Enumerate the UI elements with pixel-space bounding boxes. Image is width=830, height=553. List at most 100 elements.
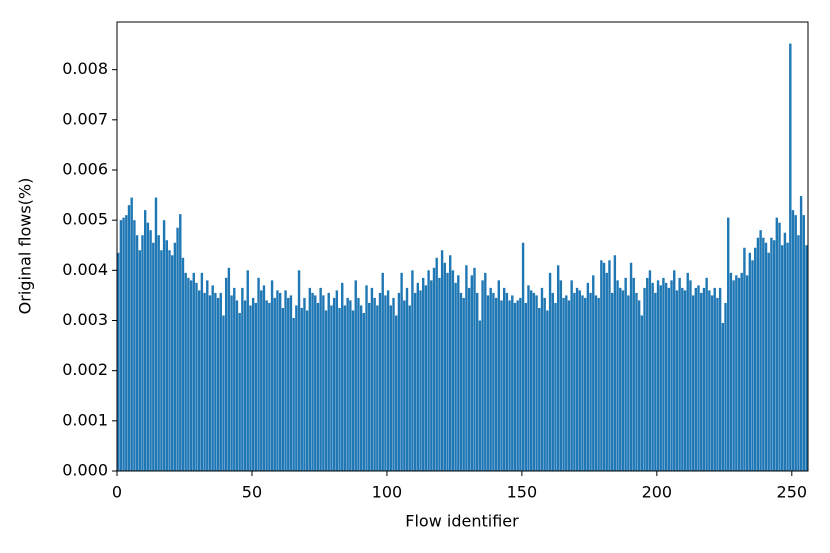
bar [443,262,447,471]
bar [475,292,479,471]
bar [794,215,797,471]
bar [592,275,595,471]
bar [203,292,206,471]
bar [791,210,795,472]
bar [683,290,687,471]
bar [640,315,644,471]
bar [702,287,706,471]
bar [373,297,376,471]
bar [659,285,662,471]
bar [332,297,336,471]
bar [368,302,371,471]
y-tick-label: 0.005 [62,210,108,229]
bar [122,217,125,471]
bar [678,277,681,471]
bar [600,260,603,471]
bar [735,275,738,471]
bar [446,272,449,471]
bar [664,282,668,471]
bar [764,242,768,471]
bar [197,290,201,471]
bar [268,302,271,471]
x-axis-label: Flow identifier [405,512,519,531]
bar [208,295,212,471]
bar [165,240,168,471]
bar [519,297,522,471]
bar [745,275,749,471]
bar [278,292,282,471]
bar [492,292,495,471]
bar [778,222,781,471]
bar [799,196,803,472]
bar [365,285,368,471]
y-tick-label: 0.006 [62,159,108,178]
bar [211,285,214,471]
bar [705,277,708,471]
bar [594,295,598,471]
bar [508,300,511,471]
bar [548,272,552,471]
x-tick-label: 100 [372,483,403,502]
bar [532,292,536,471]
bar [673,270,676,471]
bar [524,302,527,471]
bar [489,287,492,471]
bar [319,287,322,471]
bar [473,267,476,471]
bar [251,297,255,471]
bar [435,257,438,471]
bar [411,270,414,471]
bar [430,280,433,471]
bar [289,295,293,471]
bar [637,300,641,471]
x-tick-label: 250 [777,483,808,502]
bar [413,292,417,471]
bar [214,292,217,471]
bar [484,272,487,471]
bar [481,280,484,471]
bar [721,323,725,471]
bar [454,282,457,471]
bar [330,305,333,471]
bar [408,305,411,471]
bar [125,215,128,471]
bar [351,310,355,471]
bar [656,280,660,471]
bar [262,285,266,471]
bar [462,297,465,471]
bar [254,302,258,471]
bar [451,270,455,471]
bar [322,295,325,471]
bar [513,302,517,471]
bar [233,287,236,471]
bar [616,280,619,471]
bar [729,272,733,471]
bar [619,287,622,471]
bar [756,237,760,471]
bar [206,280,209,471]
bar [354,280,357,471]
bar [740,272,743,471]
bar [149,230,152,471]
bar [767,252,770,471]
bar [281,307,285,471]
bar [651,282,654,471]
y-tick-label: 0.008 [62,59,108,78]
bar [395,315,398,471]
bar [300,307,303,471]
bar [621,290,625,471]
bar [422,277,425,471]
bar [751,260,754,471]
bar [403,300,406,471]
bar [257,277,260,471]
bar [737,277,741,471]
bar [732,280,735,471]
bar [249,305,252,471]
bar [287,297,290,471]
plot-frame [116,21,809,472]
bar [370,287,374,471]
bar [400,272,403,471]
bar [589,292,592,471]
bar [119,220,123,471]
bar [143,210,147,472]
